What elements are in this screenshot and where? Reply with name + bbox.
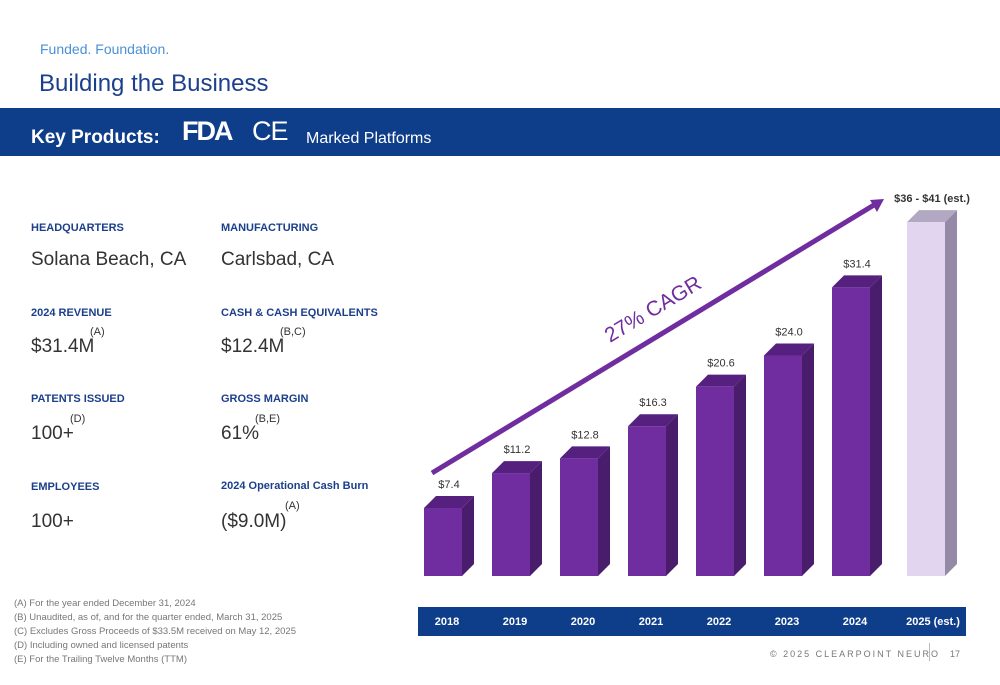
bar-side — [530, 461, 542, 576]
stat-value: 100+ — [31, 511, 74, 532]
data-label: $31.4 — [843, 258, 871, 270]
stat-footnote: (B,C) — [280, 326, 306, 338]
bar-top — [764, 343, 814, 356]
bar-side — [945, 210, 957, 576]
footnote: (E) For the Trailing Twelve Months (TTM) — [14, 654, 187, 665]
bar-side — [870, 275, 882, 576]
bar-2025 (est.) — [907, 222, 945, 576]
stat-footnote: (A) — [90, 326, 105, 338]
key-products-label: Key Products: — [31, 127, 160, 148]
stat-label: MANUFACTURING — [221, 222, 319, 234]
bar-2022 — [696, 386, 734, 576]
year-axis-band — [418, 607, 966, 636]
stat-footnote: (D) — [70, 413, 86, 425]
stat-value: Carlsbad, CA — [221, 249, 334, 270]
stat-value: $31.4M — [31, 336, 95, 357]
bar-side — [462, 495, 474, 576]
x-tick-label: 2023 — [774, 616, 800, 628]
stat-label: 2024 REVENUE — [31, 307, 112, 319]
cagr-annotation: 27% CAGR — [601, 272, 706, 348]
stat-footnote: (B,E) — [255, 413, 281, 425]
eyebrow: Funded. Foundation. — [40, 41, 170, 57]
footnote: (C) Excludes Gross Proceeds of $33.5M re… — [14, 626, 296, 637]
page-title: Building the Business — [39, 70, 269, 97]
data-label: $11.2 — [504, 444, 531, 456]
stat-value: Solana Beach, CA — [31, 249, 187, 270]
x-tick-label: 2021 — [638, 616, 664, 628]
bar-2020 — [560, 458, 598, 576]
bar-side — [598, 446, 610, 576]
stat-footnote: (A) — [285, 500, 300, 512]
bar-2021 — [628, 426, 666, 576]
stat-label: 2024 Operational Cash Burn — [221, 480, 369, 492]
x-tick-label: 2022 — [706, 616, 732, 628]
stat-label: GROSS MARGIN — [221, 393, 309, 405]
bar-2024 — [832, 287, 870, 576]
footnote: (B) Unaudited, as of, and for the quarte… — [14, 612, 283, 623]
data-label: $12.8 — [571, 429, 599, 441]
bar-top — [907, 210, 957, 223]
x-tick-label: 2024 — [842, 616, 868, 628]
stat-label: EMPLOYEES — [31, 481, 100, 493]
x-tick-label: 2018 — [434, 616, 460, 628]
copyright: © 2025 CLEARPOINT NEURO — [770, 649, 941, 659]
data-label: $20.6 — [707, 358, 735, 370]
footnote: (A) For the year ended December 31, 2024 — [14, 598, 196, 609]
footnote: (D) Including owned and licensed patents — [14, 640, 189, 651]
bar-2018 — [424, 507, 462, 576]
bar-top — [560, 446, 610, 459]
x-tick-label: 2025 (est.) — [906, 616, 960, 628]
data-label: $7.4 — [438, 479, 459, 491]
footer-divider — [929, 643, 930, 661]
data-label: $24.0 — [775, 326, 803, 338]
bar-2019 — [492, 473, 530, 576]
stat-value: ($9.0M) — [221, 511, 287, 532]
x-tick-label: 2020 — [570, 616, 596, 628]
bar-2023 — [764, 355, 802, 576]
marked-platforms-text: Marked Platforms — [306, 130, 432, 147]
stat-label: HEADQUARTERS — [31, 222, 124, 234]
stat-label: CASH & CASH EQUIVALENTS — [221, 307, 378, 319]
bar-top — [424, 495, 474, 508]
bar-side — [734, 374, 746, 576]
fda-logo: FDA — [182, 116, 233, 146]
stat-value: 61% — [221, 423, 260, 444]
page-number: 17 — [950, 649, 961, 659]
stat-value: $12.4M — [221, 336, 285, 357]
bar-top — [492, 461, 542, 474]
bar-top — [696, 374, 746, 387]
cagr-arrow — [430, 202, 876, 476]
data-label: $16.3 — [639, 397, 667, 409]
stat-value: 100+ — [31, 423, 74, 444]
data-label: $36 - $41 (est.) — [894, 193, 970, 205]
key-products-band — [0, 108, 1000, 156]
cagr-arrowhead — [870, 199, 884, 212]
bar-side — [666, 414, 678, 576]
ce-mark-logo: CE — [252, 116, 289, 146]
bar-top — [832, 275, 882, 288]
bar-top — [628, 414, 678, 427]
bar-side — [802, 343, 814, 576]
x-tick-label: 2019 — [502, 616, 528, 628]
stat-label: PATENTS ISSUED — [31, 393, 125, 405]
